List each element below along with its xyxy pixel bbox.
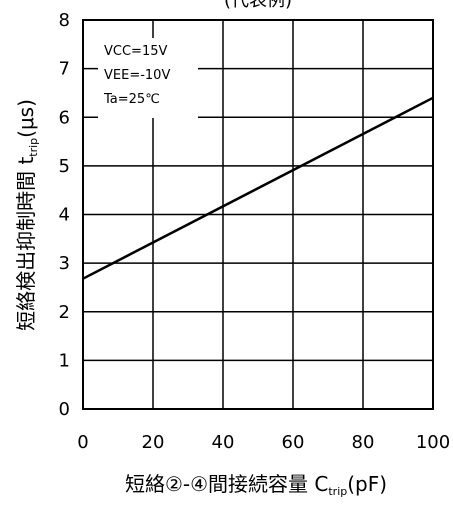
y-axis-label: 短絡検出抑制時間 ttrip(μs) [14, 99, 40, 331]
x-tick-label: 40 [212, 432, 235, 453]
condition-vee: VEE=-10V [104, 68, 170, 83]
x-axis-label-sub: trip [328, 485, 347, 498]
condition-ta: Ta=25℃ [103, 92, 160, 107]
y-tick-label: 2 [59, 302, 70, 323]
x-axis-label-main: 短絡②-④間接続容量 C [125, 472, 328, 496]
y-tick-label: 6 [59, 107, 70, 128]
x-axis-label-unit: (pF) [347, 472, 387, 496]
y-tick-label: 1 [59, 350, 70, 371]
x-tick-label: 80 [352, 432, 375, 453]
y-tick-label: 0 [59, 399, 70, 420]
x-tick-label: 60 [282, 432, 305, 453]
x-axis-label: 短絡②-④間接続容量 Ctrip(pF) [125, 472, 387, 498]
x-tick-label: 100 [416, 432, 450, 453]
series-line [82, 96, 434, 280]
plot-frame [82, 19, 434, 410]
y-axis-label-main: 短絡検出抑制時間 t [14, 157, 38, 331]
x-tick-label: 0 [77, 432, 88, 453]
y-axis-label-unit: (μs) [14, 99, 38, 138]
y-tick-label: 7 [59, 59, 70, 80]
conditions-box-bg [98, 38, 198, 118]
conditions-box: VCC=15V VEE=-10V Ta=25℃ [98, 38, 198, 118]
chart-title: (代表例) [224, 0, 292, 11]
tick-labels: 0 20 40 60 80 100 0 1 2 3 4 5 6 7 8 [59, 10, 451, 453]
y-tick-label: 4 [59, 205, 70, 226]
y-tick-label: 8 [59, 10, 70, 31]
series-layer [82, 96, 434, 280]
y-axis-label-sub: trip [27, 138, 40, 157]
y-tick-label: 3 [59, 253, 70, 274]
x-tick-label: 20 [142, 432, 165, 453]
y-tick-label: 5 [59, 156, 70, 177]
condition-vcc: VCC=15V [104, 44, 167, 59]
